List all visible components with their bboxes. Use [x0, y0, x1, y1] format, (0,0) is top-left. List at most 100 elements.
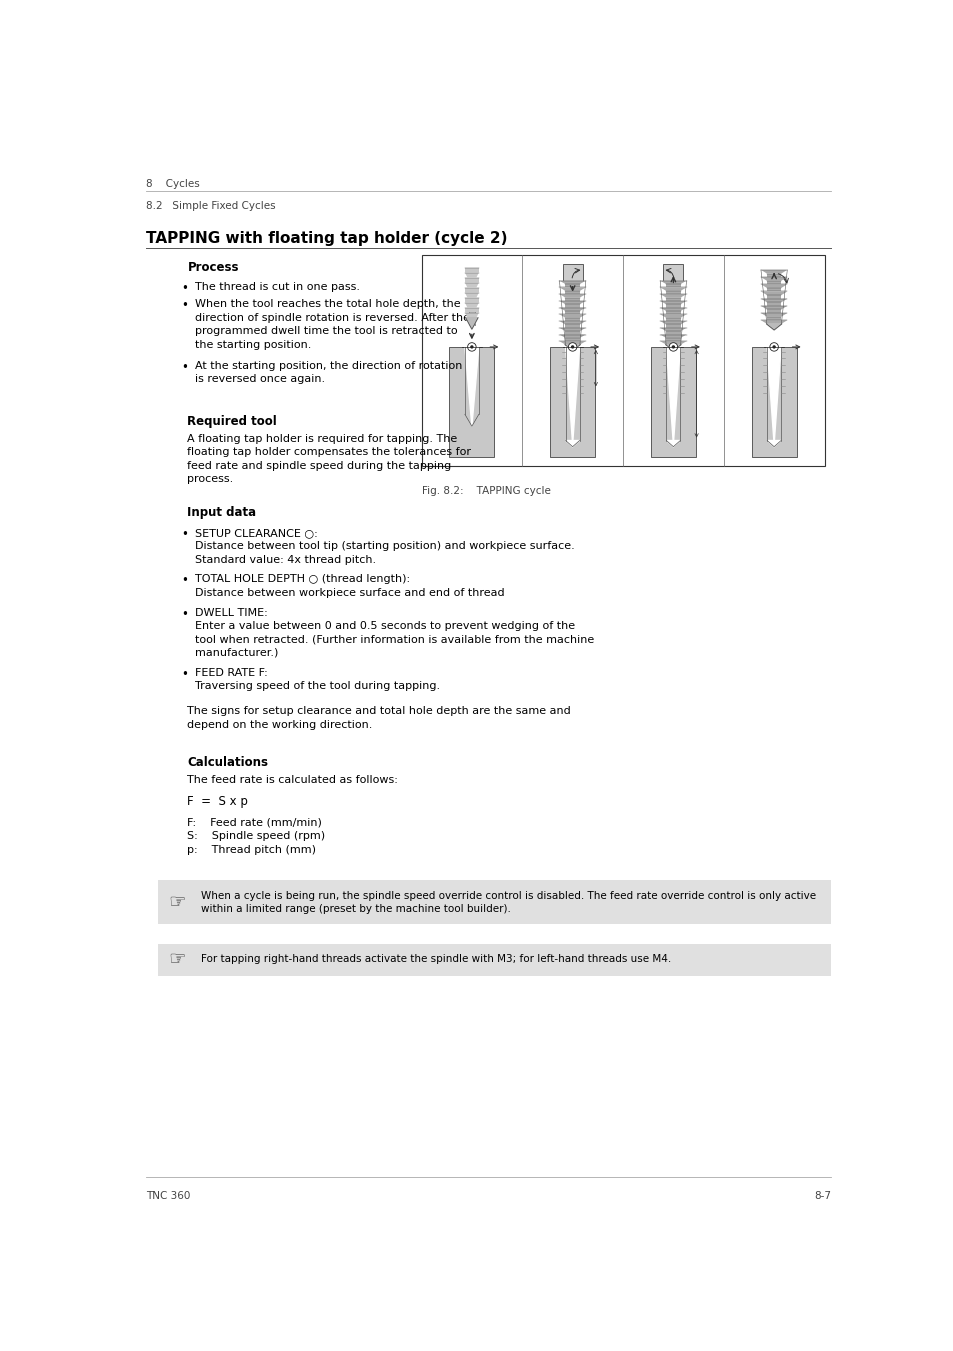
Polygon shape — [565, 284, 579, 288]
Bar — [158, 943, 831, 975]
Text: A floating tap holder is required for tapping. The: A floating tap holder is required for ta… — [187, 434, 457, 444]
Polygon shape — [665, 304, 679, 308]
Bar — [468, 309, 475, 326]
Text: the starting position.: the starting position. — [195, 339, 312, 350]
Text: p:    Thread pitch (mm): p: Thread pitch (mm) — [187, 844, 316, 855]
Polygon shape — [659, 281, 686, 284]
Circle shape — [671, 346, 675, 349]
Polygon shape — [464, 312, 478, 317]
Bar — [751, 347, 796, 457]
Polygon shape — [766, 281, 781, 284]
Polygon shape — [464, 282, 478, 288]
Text: SETUP CLEARANCE ○:: SETUP CLEARANCE ○: — [195, 528, 317, 538]
Text: programmed dwell time the tool is retracted to: programmed dwell time the tool is retrac… — [195, 326, 457, 336]
Polygon shape — [666, 347, 679, 444]
Text: When a cycle is being run, the spindle speed override control is disabled. The f: When a cycle is being run, the spindle s… — [200, 890, 815, 901]
Polygon shape — [464, 277, 478, 282]
Text: F:    Feed rate (mm/min): F: Feed rate (mm/min) — [187, 817, 322, 828]
Polygon shape — [565, 297, 579, 301]
Polygon shape — [760, 284, 786, 288]
Polygon shape — [464, 293, 478, 297]
Text: Standard value: 4x thread pitch.: Standard value: 4x thread pitch. — [195, 555, 375, 565]
Polygon shape — [558, 301, 585, 304]
Polygon shape — [760, 292, 786, 295]
Bar — [562, 263, 582, 281]
Text: ☞: ☞ — [169, 950, 186, 969]
Text: •: • — [181, 299, 188, 312]
Polygon shape — [558, 295, 585, 297]
Polygon shape — [558, 328, 585, 331]
Text: Fig. 8.2:    TAPPING cycle: Fig. 8.2: TAPPING cycle — [421, 485, 550, 496]
Polygon shape — [464, 347, 478, 426]
Polygon shape — [666, 440, 679, 447]
Text: direction of spindle rotation is reversed. After the: direction of spindle rotation is reverse… — [195, 312, 470, 323]
Polygon shape — [659, 301, 686, 304]
Text: floating tap holder compensates the tolerances for: floating tap holder compensates the tole… — [187, 447, 471, 458]
Text: F  =  S x p: F = S x p — [187, 794, 248, 808]
Text: feed rate and spindle speed during the tapping: feed rate and spindle speed during the t… — [187, 461, 451, 471]
Polygon shape — [766, 309, 781, 313]
Text: 8-7: 8-7 — [814, 1190, 831, 1201]
Text: •: • — [181, 361, 188, 374]
Text: process.: process. — [187, 474, 233, 485]
Text: tool when retracted. (Further information is available from the machine: tool when retracted. (Further informatio… — [195, 635, 594, 644]
Polygon shape — [558, 335, 585, 338]
Polygon shape — [558, 315, 585, 317]
Polygon shape — [760, 277, 786, 281]
Text: depend on the working direction.: depend on the working direction. — [187, 720, 373, 730]
Polygon shape — [464, 273, 478, 277]
Polygon shape — [665, 290, 679, 295]
Text: At the starting position, the direction of rotation: At the starting position, the direction … — [195, 361, 462, 370]
Polygon shape — [659, 315, 686, 317]
Polygon shape — [665, 345, 680, 351]
Text: TNC 360: TNC 360 — [146, 1190, 191, 1201]
Text: TOTAL HOLE DEPTH ○ (thread length):: TOTAL HOLE DEPTH ○ (thread length): — [195, 574, 410, 585]
Polygon shape — [464, 267, 478, 273]
Text: DWELL TIME:: DWELL TIME: — [195, 608, 268, 617]
Circle shape — [470, 346, 473, 349]
Polygon shape — [659, 295, 686, 297]
Polygon shape — [766, 440, 781, 447]
Polygon shape — [659, 308, 686, 311]
Text: FEED RATE F:: FEED RATE F: — [195, 667, 268, 678]
Polygon shape — [565, 440, 579, 447]
Bar — [662, 263, 682, 281]
Bar — [550, 347, 595, 457]
Polygon shape — [565, 311, 579, 315]
Text: The feed rate is calculated as follows:: The feed rate is calculated as follows: — [187, 775, 398, 785]
Text: When the tool reaches the total hole depth, the: When the tool reaches the total hole dep… — [195, 299, 460, 309]
Polygon shape — [565, 338, 579, 342]
Text: ☞: ☞ — [169, 893, 186, 912]
Circle shape — [467, 343, 476, 351]
Polygon shape — [464, 288, 478, 292]
Bar — [158, 880, 831, 924]
Polygon shape — [465, 317, 477, 330]
Polygon shape — [558, 308, 585, 311]
Polygon shape — [760, 305, 786, 309]
Polygon shape — [558, 288, 585, 290]
Polygon shape — [565, 347, 579, 444]
Bar — [650, 347, 695, 457]
Text: Enter a value between 0 and 0.5 seconds to prevent wedging of the: Enter a value between 0 and 0.5 seconds … — [195, 621, 575, 631]
Polygon shape — [564, 345, 579, 351]
Polygon shape — [760, 299, 786, 303]
Text: •: • — [181, 667, 188, 681]
Text: S:    Spindle speed (rpm): S: Spindle speed (rpm) — [187, 831, 325, 842]
Text: 8.2   Simple Fixed Cycles: 8.2 Simple Fixed Cycles — [146, 200, 275, 211]
Polygon shape — [565, 324, 579, 328]
Circle shape — [772, 346, 775, 349]
Polygon shape — [760, 270, 786, 273]
Text: Input data: Input data — [187, 507, 256, 519]
Circle shape — [568, 343, 577, 351]
Text: Distance between workpiece surface and end of thread: Distance between workpiece surface and e… — [195, 588, 504, 598]
Text: Distance between tool tip (starting position) and workpiece surface.: Distance between tool tip (starting posi… — [195, 542, 575, 551]
Polygon shape — [665, 311, 679, 315]
Text: •: • — [181, 528, 188, 540]
Polygon shape — [760, 313, 786, 316]
Polygon shape — [659, 322, 686, 324]
Text: Required tool: Required tool — [187, 415, 277, 428]
Polygon shape — [464, 303, 478, 307]
Polygon shape — [558, 281, 585, 284]
Text: is reversed once again.: is reversed once again. — [195, 374, 325, 384]
Circle shape — [570, 346, 574, 349]
